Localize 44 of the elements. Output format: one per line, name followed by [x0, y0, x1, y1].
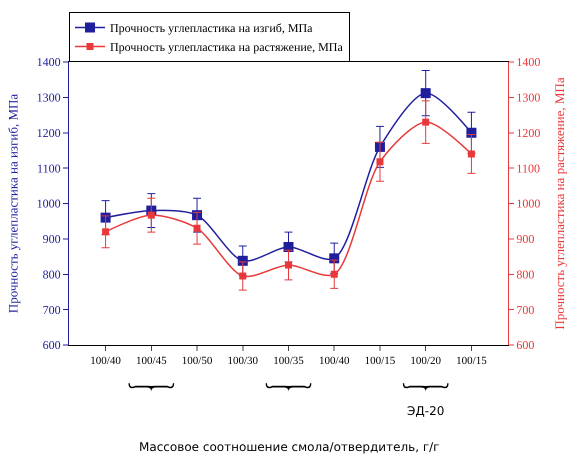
point: [102, 228, 110, 236]
x-tick-label: 100/20: [410, 355, 442, 368]
x-tick-label: 100/30: [227, 355, 259, 368]
point: [420, 88, 431, 98]
y2-tick-label: 1400: [516, 55, 540, 70]
legend-label: Прочность углепластика на растяжение, МПа: [110, 40, 344, 54]
y2-tick-label: 900: [516, 232, 534, 246]
x-tick-label: 100/40: [90, 355, 122, 368]
y-tick-label: 700: [42, 302, 61, 317]
y2-tick-label: 700: [516, 302, 534, 317]
y-tick-label: 1400: [36, 55, 61, 70]
y2-axis-title: Прочность углепластика на растяжение, МПа: [552, 77, 567, 330]
point: [285, 262, 292, 269]
text: ЭД-20: [407, 404, 444, 418]
point: [376, 158, 384, 166]
y2-tick-label: 1100: [516, 161, 540, 176]
y-axis-title: Прочность углепластика на изгиб, МПа: [6, 94, 21, 314]
y2-tick-label: 1000: [516, 196, 540, 211]
x-tick-label: 100/15: [364, 355, 396, 368]
point: [194, 224, 201, 232]
x-tick-label: 100/35: [273, 355, 304, 368]
y-tick-label: 1100: [37, 161, 61, 176]
point: [422, 118, 430, 126]
point: [330, 270, 338, 278]
x-tick-label: 100/50: [182, 355, 213, 368]
y-tick-label: 1200: [36, 126, 61, 140]
legend-label: Прочность углепластика на изгиб, МПа: [110, 21, 314, 36]
y2-tick-label: 600: [516, 338, 534, 352]
point: [239, 272, 246, 280]
point: [148, 212, 155, 219]
x-tick-label: 100/45: [136, 355, 168, 368]
y-tick-label: 1300: [36, 90, 61, 105]
y-tick-label: 600: [42, 338, 61, 352]
y2-tick-label: 1300: [516, 90, 540, 105]
y-tick-label: 900: [42, 232, 61, 246]
y2-tick-label: 800: [516, 267, 534, 282]
point: [468, 150, 475, 158]
y2-tick-label: 1200: [516, 126, 540, 140]
y-tick-label: 1000: [36, 196, 61, 211]
x-tick-label: 100/40: [318, 355, 350, 368]
text: Массовое соотношение смола/отвердитель, г/г: [139, 440, 440, 454]
point: [284, 242, 294, 252]
x-tick-label: 100/15: [456, 355, 488, 368]
y-tick-label: 800: [42, 267, 61, 282]
